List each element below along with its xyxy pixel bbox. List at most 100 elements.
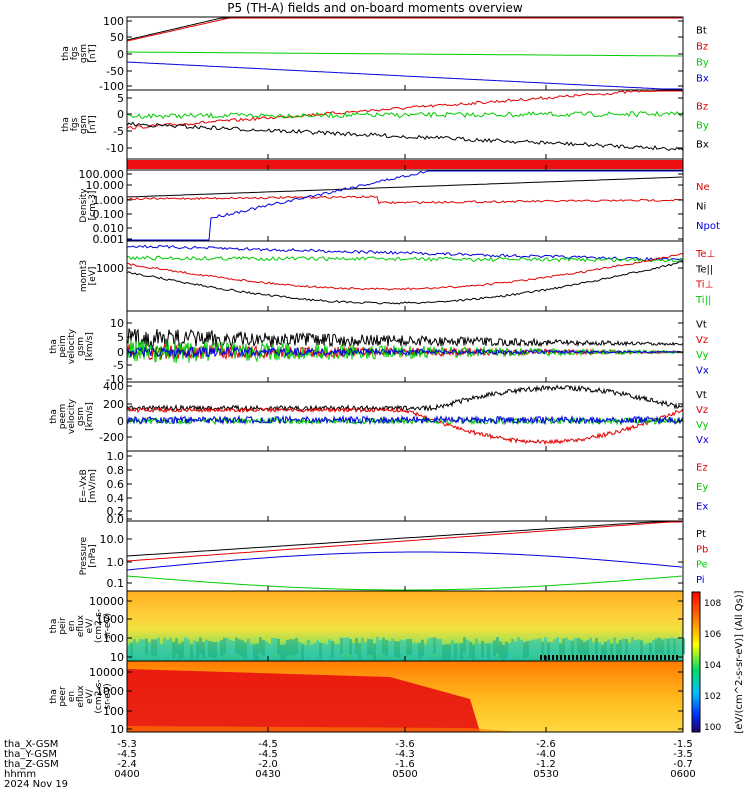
spectrogram-cell bbox=[628, 655, 630, 660]
spectrogram-cell bbox=[580, 639, 583, 656]
y-tick-label: 50 bbox=[110, 31, 124, 44]
y-axis-label: gsm bbox=[76, 407, 86, 426]
spectrogram-cell bbox=[556, 637, 559, 654]
y-tick-label: 10 bbox=[110, 317, 124, 330]
y-axis-label: eV/ bbox=[85, 618, 95, 634]
spectrogram-cell bbox=[574, 638, 577, 655]
colorbar-tick: 100 bbox=[704, 723, 721, 733]
spectrogram-cell bbox=[598, 642, 601, 659]
bz-line bbox=[126, 90, 683, 130]
spectrogram-cell bbox=[373, 643, 376, 660]
spectrogram-cell bbox=[418, 642, 421, 659]
spectrogram-cell bbox=[607, 639, 610, 656]
spectrogram-cell bbox=[493, 640, 496, 657]
y-axis-label: [mV/m] bbox=[88, 469, 98, 503]
legend-entry: Ez bbox=[696, 463, 708, 474]
y-axis-label: eflux bbox=[76, 614, 86, 637]
spectrogram-cell bbox=[529, 640, 532, 657]
spectrogram-cell bbox=[280, 644, 283, 661]
spectrogram-cell bbox=[370, 639, 373, 656]
panel-frame bbox=[126, 520, 684, 592]
y-axis-label: tha bbox=[49, 689, 59, 704]
spectrogram-cell bbox=[190, 644, 193, 661]
spectrogram-cell bbox=[439, 639, 442, 656]
legend-entry: Vy bbox=[696, 350, 709, 361]
spectrogram-cell bbox=[427, 638, 430, 655]
xaxis-value: -1.6 bbox=[395, 759, 415, 770]
y-tick-label: -50 bbox=[106, 65, 124, 78]
y-tick-label: 0.001 bbox=[93, 233, 125, 246]
spectrogram-cell bbox=[379, 639, 382, 656]
legend-entry: Vx bbox=[696, 366, 709, 377]
legend-entry: Bz bbox=[696, 42, 708, 53]
y-axis-label: eflux bbox=[76, 685, 86, 708]
spectrogram-cell bbox=[544, 637, 547, 654]
xaxis-value: -1.2 bbox=[536, 759, 556, 770]
spectrogram-cell bbox=[523, 642, 526, 659]
spectrogram-cell bbox=[292, 639, 295, 656]
spectrogram-cell bbox=[244, 642, 247, 659]
y-tick-label: -100 bbox=[99, 80, 124, 93]
y-axis-label: gsm bbox=[79, 115, 89, 134]
pe-line bbox=[126, 551, 683, 571]
legend-entry: Vx bbox=[696, 435, 709, 446]
y-tick-label: 10.0 bbox=[100, 533, 125, 546]
spectrogram-cell bbox=[274, 637, 277, 654]
spectrogram-cell bbox=[571, 640, 574, 657]
legend-entry: Bt bbox=[696, 26, 707, 37]
ti-par-line bbox=[126, 255, 684, 263]
spectrogram-cell bbox=[673, 638, 676, 655]
y-axis-label: peim bbox=[58, 335, 68, 358]
vx-line bbox=[126, 345, 684, 359]
spectrogram-cell bbox=[672, 655, 674, 660]
spectrogram-cell bbox=[394, 641, 397, 658]
spectrogram-cell bbox=[596, 655, 598, 660]
spectrogram-cell bbox=[226, 638, 229, 655]
spectrogram-cell bbox=[637, 639, 640, 656]
legend-entry: Bz bbox=[696, 101, 708, 112]
spectrogram-cell bbox=[664, 655, 666, 660]
y-axis-label: tha bbox=[61, 117, 71, 132]
y-tick-label: 0.6 bbox=[107, 478, 125, 491]
xaxis-value: -4.5 bbox=[258, 739, 278, 750]
bz-line bbox=[126, 17, 682, 42]
spectrogram-cell bbox=[331, 641, 334, 658]
y-axis-label: sr-eV) bbox=[103, 683, 113, 709]
spectrogram-cell bbox=[559, 643, 562, 660]
spectrogram-cell bbox=[592, 642, 595, 659]
spectrogram-cell bbox=[304, 644, 307, 661]
spectrogram-cell bbox=[265, 641, 268, 658]
colorbar-tick: 104 bbox=[704, 661, 721, 671]
y-axis-label: [eV] bbox=[88, 267, 98, 286]
y-tick-label: 0 bbox=[117, 346, 124, 359]
y-tick-label: 200 bbox=[103, 398, 124, 411]
spectrogram-cell bbox=[568, 655, 570, 660]
y-tick-label: 0 bbox=[117, 48, 124, 61]
spectrogram-cell bbox=[148, 642, 151, 659]
spectrogram-cell bbox=[490, 642, 493, 659]
spectrogram-cell bbox=[352, 643, 355, 660]
spectrogram-cell bbox=[256, 643, 259, 660]
panel-frame bbox=[126, 89, 684, 160]
legend-entry: By bbox=[696, 57, 709, 68]
spectrogram-cell bbox=[217, 642, 220, 659]
spectrogram-cell bbox=[616, 643, 619, 660]
xaxis-row-label: tha_Y-GSM bbox=[4, 749, 57, 760]
y-axis-label: [nPa] bbox=[88, 544, 98, 567]
plot-title: P5 (TH-A) fields and on-board moments ov… bbox=[227, 1, 523, 15]
spectrogram-cell bbox=[262, 639, 265, 656]
y-axis-label: [km/s] bbox=[85, 402, 95, 431]
spectrogram-cell bbox=[526, 641, 529, 658]
spectrogram-cell bbox=[136, 642, 139, 659]
spectrogram-cell bbox=[163, 637, 166, 654]
xaxis-value: -3.5 bbox=[673, 749, 693, 760]
spectrogram-cell bbox=[595, 637, 598, 654]
spectrogram-cell bbox=[668, 655, 670, 660]
y-axis-label: (cm2-s- bbox=[94, 609, 104, 643]
spectrogram-cell bbox=[540, 655, 542, 660]
legend-entry: Ne bbox=[696, 182, 710, 193]
spectrogram-cell bbox=[376, 637, 379, 654]
spectrogram-cell bbox=[313, 643, 316, 660]
y-axis-label: tha bbox=[49, 339, 59, 354]
spectrogram-cell bbox=[328, 639, 331, 656]
